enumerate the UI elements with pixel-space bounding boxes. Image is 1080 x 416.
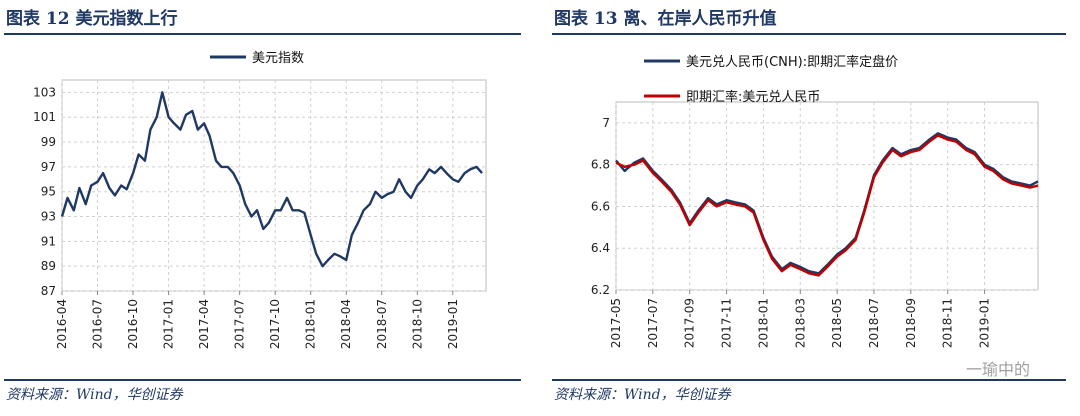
- x-tick-label: 2019-01: [446, 299, 460, 349]
- y-tick-label: 95: [41, 185, 56, 199]
- y-tick-label: 6.4: [591, 241, 610, 255]
- source-note: 资料来源：Wind，华创证券: [6, 387, 183, 403]
- x-tick-label: 2017-10: [268, 299, 282, 349]
- x-tick-label: 2018-01: [304, 299, 318, 349]
- x-tick-label: 2016-07: [91, 299, 105, 349]
- x-tick-label: 2018-01: [756, 298, 770, 348]
- dollar-index-chart: 87 89 91 93 95 97 99 101 103 2016-04 2016-07 2016-1…: [33, 51, 487, 349]
- x-tick-label: 2017-05: [609, 298, 623, 348]
- legend-label: 美元指数: [252, 51, 304, 66]
- x-tick-label: 2017-11: [720, 298, 734, 348]
- y-tick-label: 101: [33, 110, 56, 124]
- y-tick-label: 91: [41, 234, 56, 248]
- chart-title: 图表 13 离、在岸人民币升值: [554, 9, 777, 29]
- watermark: 一瑜中的: [965, 360, 1030, 379]
- legend-label: 即期汇率:美元兑人民币: [686, 89, 820, 105]
- legend-label: 美元兑人民币(CNH):即期汇率定盘价: [686, 54, 898, 70]
- x-tick-label: 2018-09: [904, 298, 918, 348]
- x-tick-label: 2017-04: [197, 299, 211, 349]
- series-line-1: [60, 91, 483, 268]
- source-rule: [552, 379, 1066, 381]
- x-tick-label: 2018-05: [830, 298, 844, 348]
- series-line-2: [615, 134, 1039, 277]
- x-tick-label: 2018-04: [339, 299, 353, 349]
- x-tick-label: 2017-01: [162, 299, 176, 349]
- x-tick-label: 2016-10: [126, 299, 140, 349]
- x-tick-label: 2018-10: [410, 299, 424, 349]
- y-tick-label: 7: [602, 116, 610, 130]
- x-tick-label: 2016-04: [55, 299, 69, 349]
- source-note: 资料来源：Wind，华创证券: [554, 387, 731, 403]
- chart-panel-left: 图表 12 美元指数上行 87 89 91 93 95 97 99 101 103 2016-04…: [0, 0, 525, 416]
- y-tick-label: 87: [41, 284, 56, 298]
- source-rule: [4, 379, 521, 381]
- x-tick-label: 2017-07: [233, 299, 247, 349]
- title-rule: [552, 33, 1066, 35]
- y-tick-label: 6.8: [591, 158, 610, 172]
- x-tick-label: 2018-07: [867, 298, 881, 348]
- x-tick-label: 2018-11: [941, 298, 955, 348]
- x-tick-label: 2017-09: [683, 298, 697, 348]
- y-tick-label: 93: [41, 210, 56, 224]
- y-tick-label: 6.2: [591, 283, 610, 297]
- chart-panel-right: 图表 13 离、在岸人民币升值 6.2 6.4 6.6 6.8 7 2017-05 2017…: [548, 0, 1070, 416]
- y-tick-label: 103: [33, 85, 56, 99]
- y-tick-label: 97: [41, 160, 56, 174]
- plot-area: [61, 79, 487, 292]
- rmb-exchange-chart: 6.2 6.4 6.6 6.8 7 2017-05 2017-07 2017-09 2017-1…: [591, 54, 1039, 348]
- y-tick-label: 89: [41, 259, 56, 273]
- x-tick-label: 2018-07: [375, 299, 389, 349]
- title-rule: [4, 33, 521, 35]
- x-tick-label: 2019-01: [978, 298, 992, 348]
- x-tick-label: 2018-03: [793, 298, 807, 348]
- y-tick-label: 99: [41, 135, 56, 149]
- x-tick-label: 2017-07: [646, 298, 660, 348]
- chart-title: 图表 12 美元指数上行: [6, 9, 178, 29]
- plot-area: [615, 101, 1039, 291]
- y-tick-label: 6.6: [591, 199, 610, 213]
